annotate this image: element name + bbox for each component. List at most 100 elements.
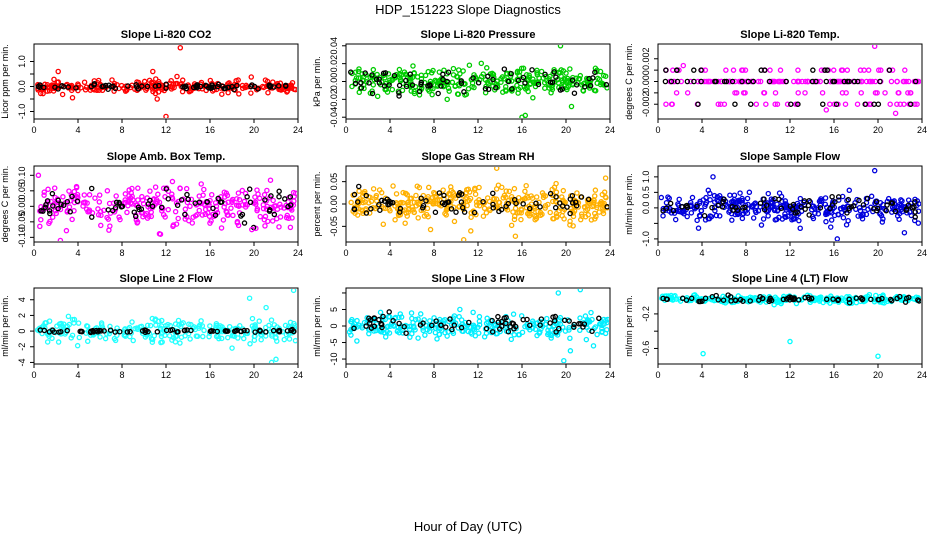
selected-point xyxy=(119,203,126,210)
selected-point xyxy=(493,85,499,91)
selected-point xyxy=(215,81,222,88)
data-point xyxy=(46,220,52,227)
data-point xyxy=(828,217,835,223)
data-point xyxy=(894,78,900,85)
data-point xyxy=(533,194,540,200)
selected-point xyxy=(397,205,404,212)
data-point xyxy=(135,185,141,191)
data-point xyxy=(603,326,609,333)
outlier-point xyxy=(823,107,830,113)
data-point xyxy=(461,81,467,87)
data-point xyxy=(262,213,269,220)
selected-point xyxy=(403,330,409,336)
selected-point xyxy=(483,325,490,332)
data-point xyxy=(878,67,884,73)
selected-point xyxy=(817,205,824,211)
data-point xyxy=(818,67,825,73)
selected-point xyxy=(688,295,695,302)
selected-point xyxy=(805,202,812,209)
chart-panel-6: Slope Sample Flow ml/min per min. 0 4 8 12 16 2… xyxy=(624,151,927,258)
data-point xyxy=(135,197,141,203)
data-point xyxy=(107,223,113,229)
selected-point xyxy=(713,292,719,299)
data-point xyxy=(872,78,879,85)
data-point xyxy=(198,181,204,187)
selected-point xyxy=(368,325,375,331)
selected-point xyxy=(271,211,278,218)
selected-point xyxy=(352,80,359,87)
selected-point xyxy=(183,83,189,89)
points-layer xyxy=(659,167,921,241)
selected-point xyxy=(505,78,512,85)
data-point xyxy=(687,199,694,206)
outlier-point xyxy=(787,338,793,345)
selected-point xyxy=(444,78,450,85)
data-point xyxy=(755,78,762,85)
outlier-point xyxy=(892,110,899,117)
data-point xyxy=(591,193,598,199)
panel-title: Slope Gas Stream RH xyxy=(421,151,534,163)
data-point xyxy=(462,92,468,98)
panel-title: Slope Li-820 CO2 xyxy=(121,29,211,41)
outlier-point xyxy=(177,45,184,51)
data-point xyxy=(911,217,918,224)
selected-point xyxy=(204,199,210,205)
data-point xyxy=(262,223,268,229)
data-point xyxy=(85,209,91,215)
data-point xyxy=(483,83,489,90)
data-point xyxy=(865,293,871,300)
selected-point xyxy=(480,198,486,205)
selected-point xyxy=(222,85,229,92)
data-point xyxy=(460,68,466,74)
data-point xyxy=(415,201,422,208)
data-point xyxy=(463,189,470,196)
data-point xyxy=(178,323,184,330)
selected-point xyxy=(578,194,585,200)
selected-point xyxy=(196,199,203,205)
data-point xyxy=(512,205,519,212)
outlier-point xyxy=(493,167,500,171)
outlier-point xyxy=(55,68,61,75)
outlier-point xyxy=(871,167,878,174)
data-point xyxy=(147,188,153,194)
data-point xyxy=(49,335,55,342)
selected-point xyxy=(695,101,701,107)
selected-point xyxy=(802,206,808,212)
data-point xyxy=(819,90,826,96)
data-point xyxy=(200,333,206,340)
selected-point xyxy=(557,87,564,93)
data-point xyxy=(229,345,235,351)
data-point xyxy=(247,341,253,347)
data-point xyxy=(897,204,904,211)
points-layer xyxy=(348,167,609,241)
points-layer xyxy=(35,289,297,363)
selected-point xyxy=(691,78,697,85)
selected-point xyxy=(459,204,466,211)
selected-point xyxy=(824,67,830,73)
selected-point xyxy=(64,198,71,205)
selected-point xyxy=(285,203,291,210)
data-point xyxy=(523,182,529,189)
data-point xyxy=(252,323,258,330)
selected-point xyxy=(362,70,368,76)
selected-point xyxy=(507,323,513,330)
data-point xyxy=(672,216,679,223)
data-point xyxy=(602,73,609,79)
x-tick-label: 4 xyxy=(699,248,704,258)
data-point xyxy=(591,197,597,204)
selected-point xyxy=(420,320,426,326)
selected-point xyxy=(823,296,830,303)
selected-point xyxy=(482,86,489,92)
data-point xyxy=(684,213,690,220)
outlier-point xyxy=(561,357,567,363)
selected-point xyxy=(252,329,258,335)
data-point xyxy=(253,201,259,207)
data-point xyxy=(282,322,289,329)
selected-point xyxy=(691,67,697,73)
data-point xyxy=(757,78,764,85)
chart-panel-9: Slope Line 4 (LT) Flow ml/min per min. 0 4 8… xyxy=(624,273,927,380)
data-point xyxy=(470,309,476,316)
data-point xyxy=(205,210,211,216)
x-tick-label: 4 xyxy=(699,370,704,380)
y-tick-label: -0.2 xyxy=(641,306,651,322)
